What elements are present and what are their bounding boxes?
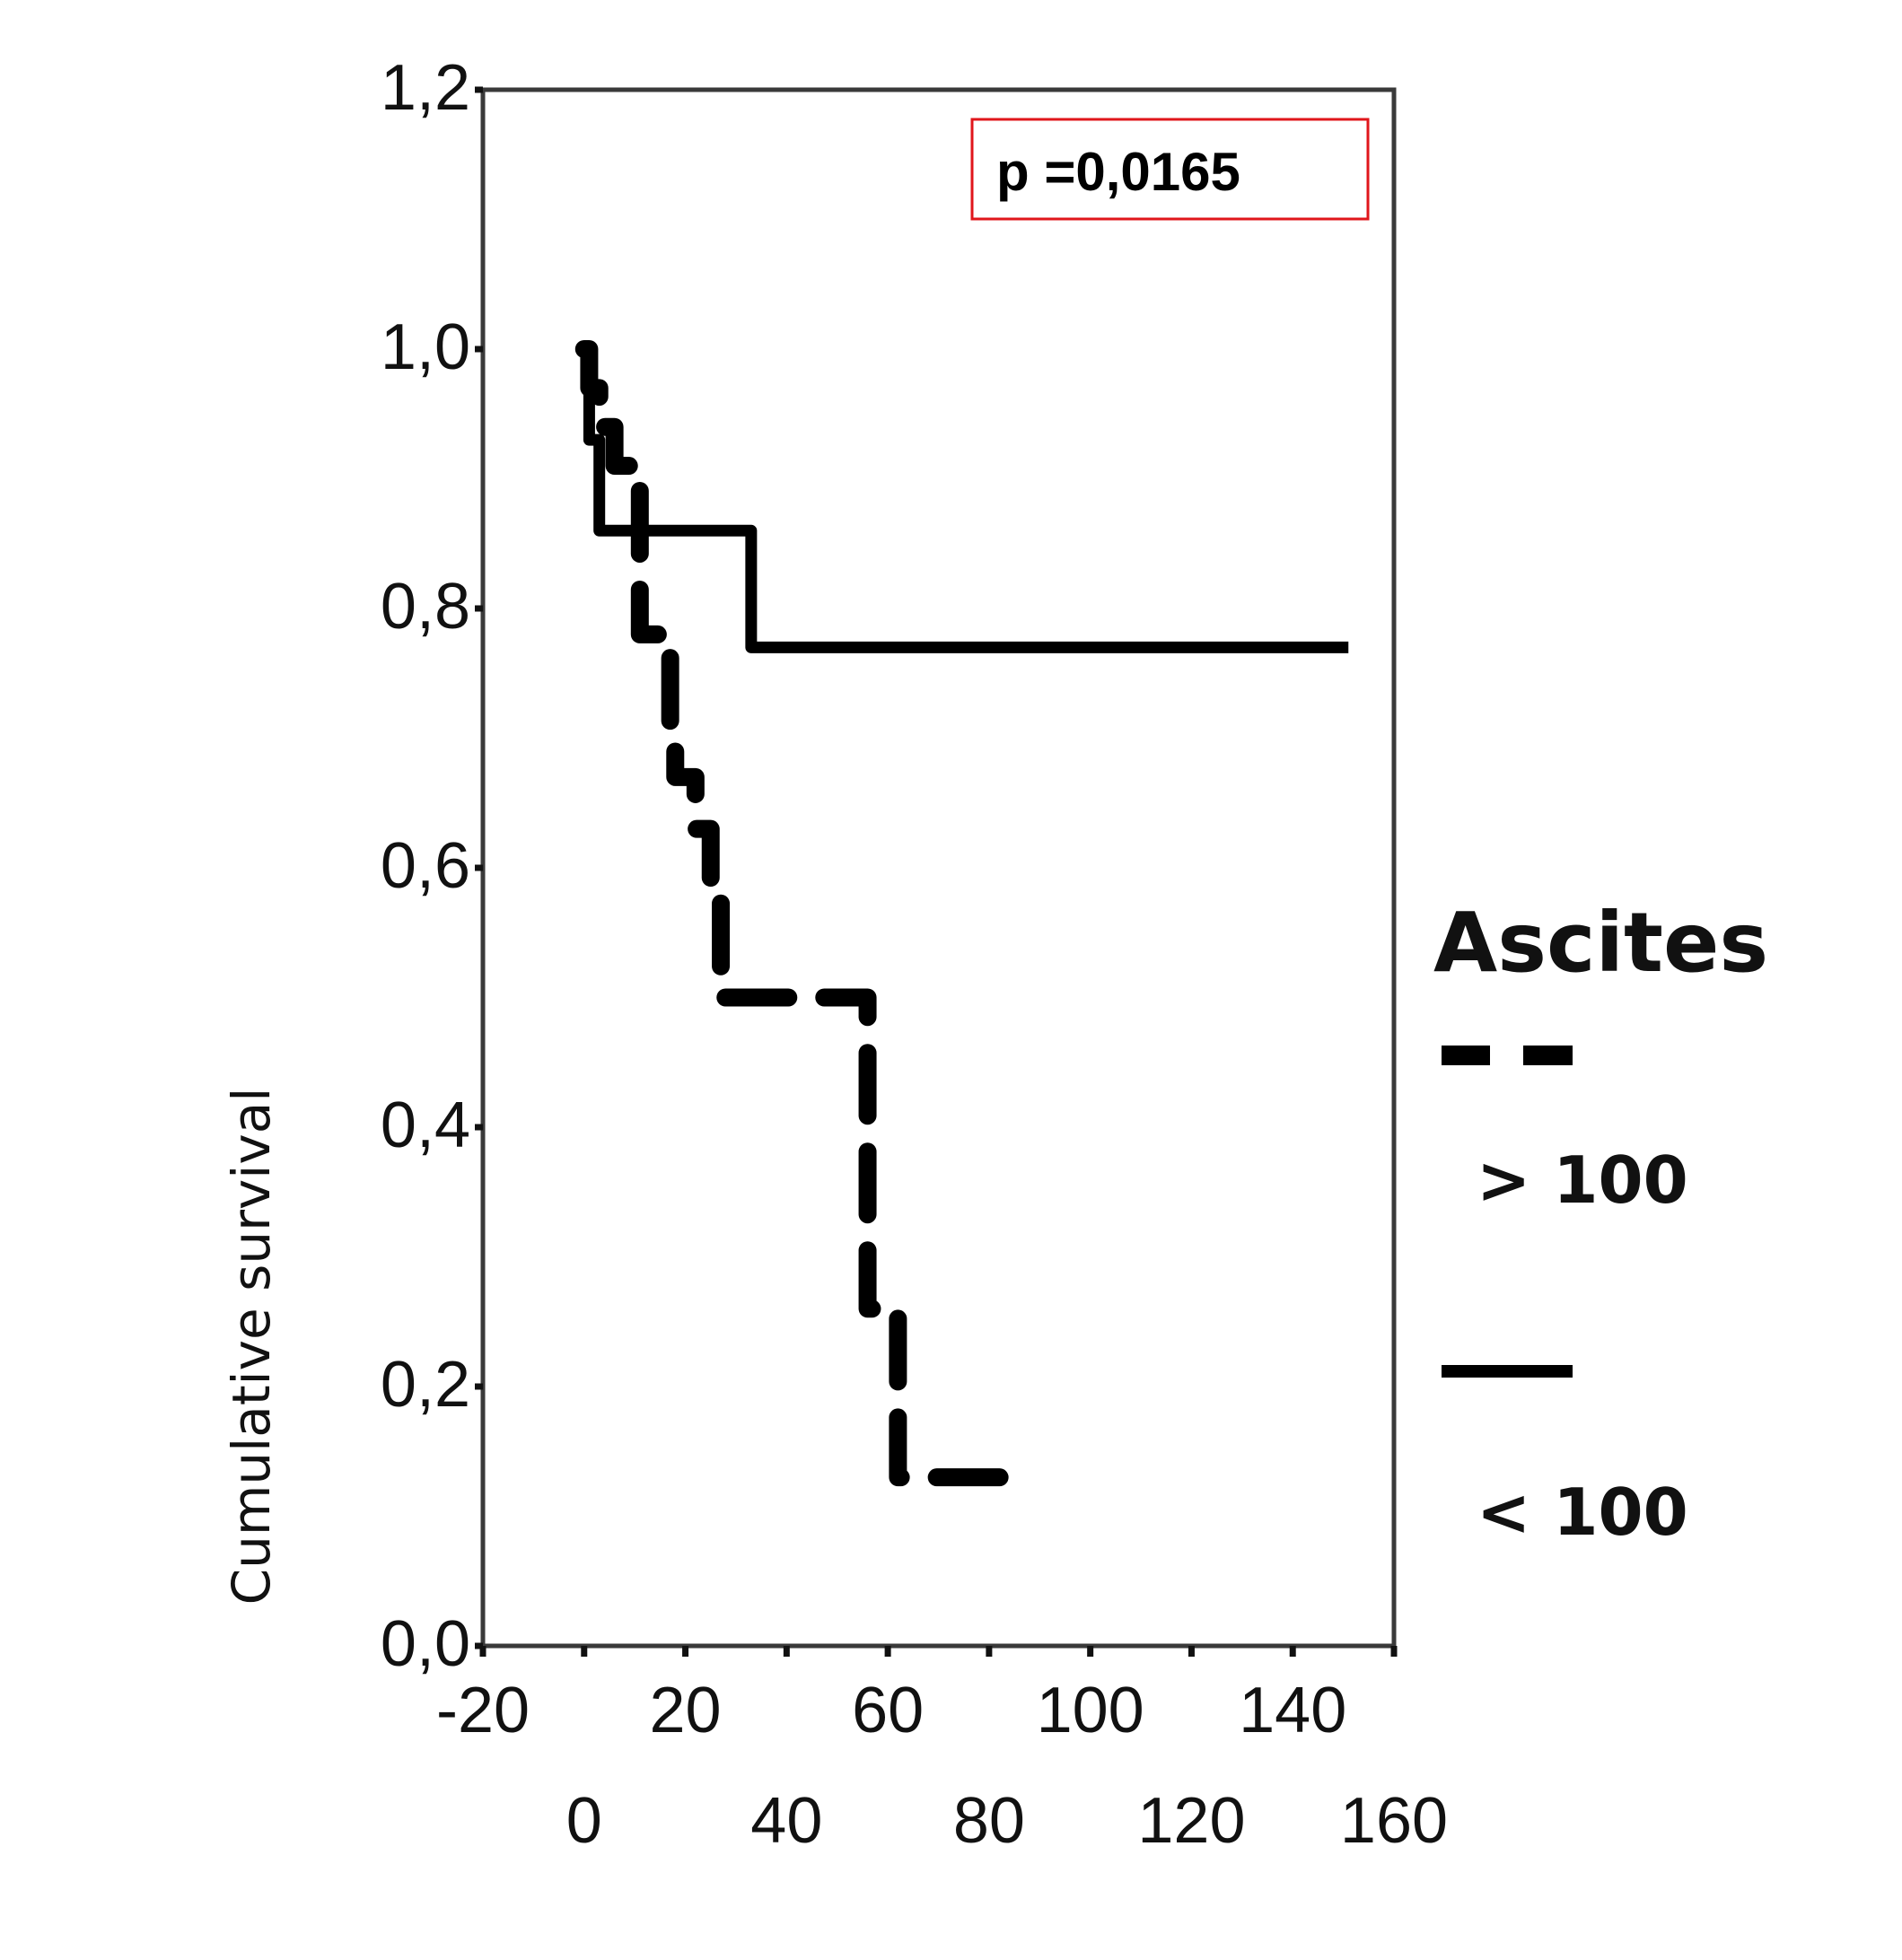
y-tick-label: 1,2 — [381, 52, 470, 124]
y-tick-label: 1,0 — [381, 311, 470, 383]
x-tick-label: 140 — [1239, 1675, 1346, 1746]
x-tick-label: 0 — [566, 1785, 602, 1857]
legend-label-under-100: < 100 — [1477, 1474, 1688, 1550]
y-tick-label: 0,8 — [381, 571, 470, 643]
y-tick-label: 0,6 — [381, 830, 470, 902]
y-axis: 0,0 0,2 0,4 0,6 0,8 1,0 1,2 — [381, 52, 483, 1680]
legend-label-over-100: > 100 — [1477, 1142, 1688, 1218]
series-under-100-curve — [583, 343, 1349, 653]
series-over-100-curve — [574, 340, 1039, 1487]
x-tick-label: 40 — [750, 1785, 822, 1857]
x-tick-label: 80 — [953, 1785, 1025, 1857]
y-tick-label: 0,0 — [381, 1608, 470, 1680]
x-tick-label: 160 — [1340, 1785, 1448, 1857]
y-tick-label: 0,2 — [381, 1349, 470, 1421]
series-layer — [574, 340, 1349, 1487]
x-tick-label: 20 — [650, 1675, 722, 1746]
y-tick-label: 0,4 — [381, 1089, 470, 1161]
p-value-text: p =0,0165 — [996, 142, 1240, 202]
x-tick-label: 120 — [1137, 1785, 1245, 1857]
legend-title: Ascites — [1433, 895, 1768, 991]
x-tick-label: 60 — [852, 1675, 924, 1746]
x-tick-label: 100 — [1037, 1675, 1144, 1746]
p-value-box — [970, 118, 1370, 221]
p-value-annotation: p =0,0165 — [970, 118, 1370, 221]
y-axis-label: Cumulative survival — [221, 1088, 282, 1606]
x-tick-label: -20 — [436, 1675, 530, 1746]
legend: Ascites > 100 < 100 — [1433, 895, 1768, 1550]
